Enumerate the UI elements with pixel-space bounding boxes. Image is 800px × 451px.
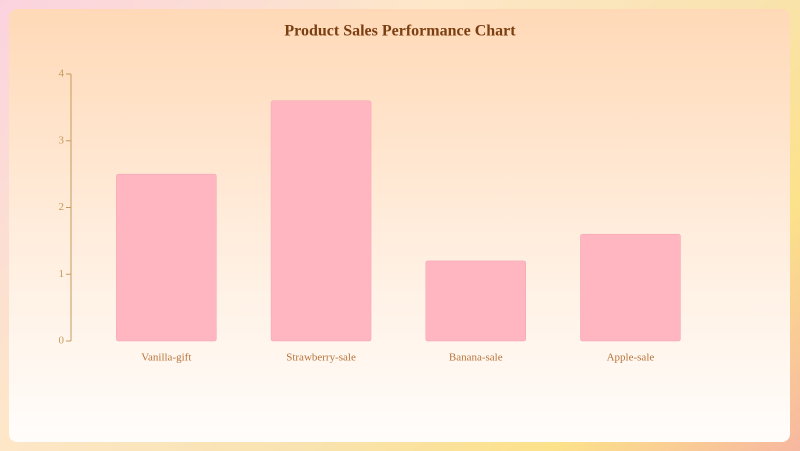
y-tick-label: 2 <box>59 201 65 213</box>
x-tick-label: Vanilla-gift <box>141 352 191 364</box>
x-tick-label: Apple-sale <box>607 352 655 364</box>
bar <box>425 260 526 342</box>
bar <box>116 173 217 342</box>
bar <box>580 233 681 342</box>
y-tick-label: 3 <box>59 134 65 146</box>
x-tick-label: Banana-sale <box>449 352 503 364</box>
y-tick-label: 4 <box>59 68 65 80</box>
y-tick-label: 0 <box>59 335 65 347</box>
x-tick-label: Strawberry-sale <box>286 352 356 364</box>
bar <box>270 100 372 342</box>
y-tick-label: 1 <box>59 268 65 280</box>
chart-title: Product Sales Performance Chart <box>284 23 516 40</box>
